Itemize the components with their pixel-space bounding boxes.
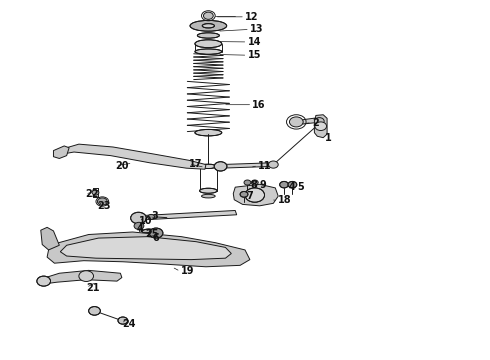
Ellipse shape: [199, 188, 217, 193]
Text: 10: 10: [139, 216, 152, 225]
Ellipse shape: [190, 21, 227, 31]
Ellipse shape: [201, 194, 215, 198]
Circle shape: [315, 122, 327, 131]
Ellipse shape: [200, 164, 216, 168]
Circle shape: [214, 162, 227, 171]
Polygon shape: [53, 146, 69, 158]
Text: 9: 9: [260, 180, 267, 190]
Circle shape: [288, 181, 297, 188]
Text: 24: 24: [122, 319, 135, 329]
Text: 13: 13: [250, 24, 264, 35]
Circle shape: [134, 222, 144, 229]
Polygon shape: [42, 270, 122, 284]
Text: 12: 12: [245, 12, 259, 22]
Text: 23: 23: [98, 201, 111, 211]
Circle shape: [149, 228, 163, 238]
Circle shape: [244, 180, 251, 185]
Ellipse shape: [202, 24, 215, 28]
Circle shape: [290, 117, 303, 127]
Ellipse shape: [195, 40, 222, 48]
Polygon shape: [47, 232, 250, 267]
Text: 1: 1: [325, 133, 331, 143]
Circle shape: [98, 198, 107, 205]
Text: 21: 21: [86, 283, 99, 293]
Ellipse shape: [195, 130, 222, 136]
Circle shape: [315, 118, 324, 125]
Text: 22: 22: [85, 189, 98, 199]
Polygon shape: [303, 118, 319, 124]
Ellipse shape: [195, 49, 222, 54]
Text: 15: 15: [247, 50, 261, 60]
Circle shape: [37, 276, 50, 286]
Circle shape: [251, 180, 258, 185]
Circle shape: [240, 192, 248, 197]
Text: 11: 11: [258, 161, 271, 171]
Text: 5: 5: [297, 182, 304, 192]
Circle shape: [280, 181, 289, 188]
Text: 2: 2: [312, 118, 318, 128]
Circle shape: [148, 215, 155, 220]
Text: 17: 17: [189, 159, 202, 169]
Circle shape: [79, 271, 94, 282]
Circle shape: [203, 12, 213, 19]
Text: 19: 19: [180, 266, 194, 276]
Text: 4: 4: [137, 224, 143, 234]
Polygon shape: [60, 237, 231, 260]
Text: 6: 6: [152, 233, 159, 243]
Text: 8: 8: [250, 180, 257, 190]
Circle shape: [118, 317, 128, 324]
Polygon shape: [233, 184, 278, 206]
Circle shape: [89, 307, 100, 315]
Circle shape: [269, 161, 278, 168]
Polygon shape: [41, 227, 59, 250]
Text: 3: 3: [151, 211, 158, 221]
Text: 16: 16: [252, 100, 266, 110]
Polygon shape: [220, 163, 273, 168]
Circle shape: [131, 212, 147, 224]
Polygon shape: [315, 115, 327, 138]
Text: 20: 20: [116, 161, 129, 171]
Circle shape: [92, 190, 99, 195]
Text: 18: 18: [278, 195, 292, 206]
Text: 7: 7: [246, 191, 253, 201]
Text: 4: 4: [289, 182, 296, 192]
Text: 14: 14: [247, 37, 261, 47]
Ellipse shape: [197, 33, 220, 38]
Ellipse shape: [142, 229, 152, 233]
Polygon shape: [62, 144, 206, 169]
Text: 25: 25: [145, 229, 158, 239]
Polygon shape: [137, 211, 237, 220]
Circle shape: [245, 188, 265, 202]
